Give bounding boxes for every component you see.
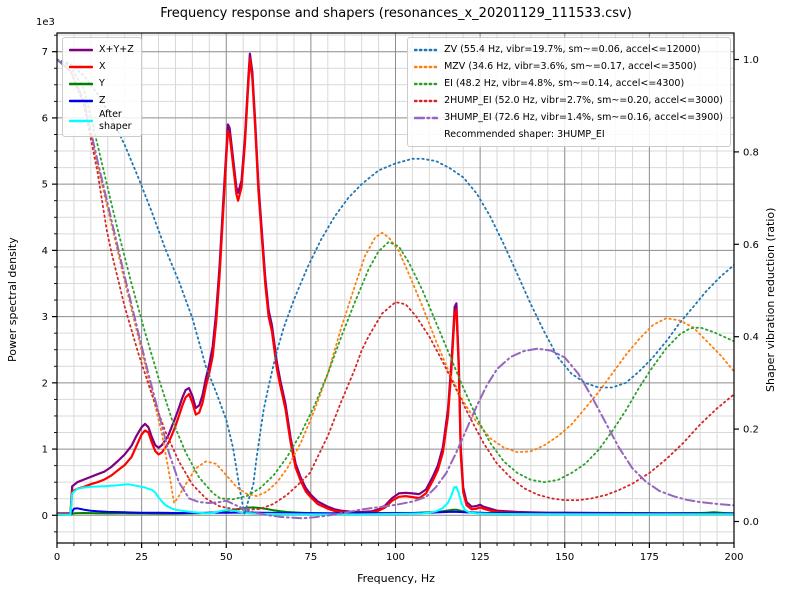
legend-psd-item-y: Y (69, 75, 134, 92)
curve-zv (57, 58, 734, 516)
x-tick-label: 25 (135, 552, 148, 563)
legend-shapers-item-mzv: MZV (34.6 Hz, vibr=3.6%, sm~=0.17, accel… (414, 58, 723, 75)
legend-psd-item-after-shaper: After shaper (69, 109, 134, 133)
x-tick-label: 50 (220, 552, 233, 563)
x-tick-label: 0 (54, 552, 60, 563)
x-tick-label: 100 (386, 552, 405, 563)
x-tick-label: 125 (471, 552, 490, 563)
legend-shapers: ZV (55.4 Hz, vibr=19.7%, sm~=0.06, accel… (407, 37, 731, 147)
legend-psd-item-x: X (69, 58, 134, 75)
x-tick-label: 75 (305, 552, 318, 563)
3hump-ei-line-swatch (414, 115, 439, 121)
legend-psd: X+Y+Z X Y Z After shaper (62, 37, 142, 137)
y-left-tick-label: 5 (42, 180, 48, 191)
curve-mzv (57, 58, 734, 504)
legend-psd-label: After shaper (99, 109, 132, 132)
y-right-tick-label: 0.2 (743, 425, 759, 436)
z-line-swatch (69, 98, 93, 104)
y-right-tick-label: 0.8 (743, 147, 759, 158)
mzv-line-swatch (414, 64, 439, 70)
after-shaper-line-swatch (69, 118, 93, 124)
legend-psd-item-z: Z (69, 92, 134, 109)
curve-ei (57, 58, 734, 501)
y-left-tick-label: 0 (42, 511, 48, 522)
y-right-tick-label: 1.0 (743, 55, 759, 66)
legend-shapers-item-zv: ZV (55.4 Hz, vibr=19.7%, sm~=0.06, accel… (414, 41, 723, 58)
legend-shapers-item-note: Recommended shaper: 3HUMP_EI (414, 126, 723, 143)
legend-psd-label: X (99, 60, 106, 72)
y-right-tick-label: 0.0 (743, 517, 759, 528)
legend-shapers-label: 2HUMP_EI (52.0 Hz, vibr=2.7%, sm~=0.20, … (444, 94, 723, 106)
y-left-tick-label: 2 (42, 378, 48, 389)
curve-x (57, 57, 734, 516)
legend-shapers-label: ZV (55.4 Hz, vibr=19.7%, sm~=0.06, accel… (444, 43, 701, 55)
curve-3hump-ei (57, 58, 734, 520)
y-axis-offset-text: 1e3 (36, 17, 55, 28)
legend-psd-label: Y (99, 77, 105, 89)
y-left-tick-label: 6 (42, 113, 48, 124)
x-tick-label: 150 (555, 552, 574, 563)
legend-psd-label: Z (99, 94, 106, 106)
legend-shapers-label: Recommended shaper: 3HUMP_EI (444, 128, 605, 140)
y-right-tick-label: 0.6 (743, 240, 759, 251)
legend-shapers-label: 3HUMP_EI (72.6 Hz, vibr=1.4%, sm~=0.16, … (444, 111, 723, 123)
xyz-line-swatch (69, 47, 93, 53)
legend-shapers-label: MZV (34.6 Hz, vibr=3.6%, sm~=0.17, accel… (444, 60, 697, 72)
y-line-swatch (69, 81, 93, 87)
legend-psd-label: X+Y+Z (99, 43, 134, 55)
y-axis-label-left: Power spectral density (6, 237, 19, 363)
y-left-tick-label: 1 (42, 445, 48, 456)
legend-shapers-item-ei: EI (48.2 Hz, vibr=4.8%, sm~=0.14, accel<… (414, 75, 723, 92)
empty-swatch (414, 132, 438, 138)
legend-psd-item-xyz: X+Y+Z (69, 41, 134, 58)
x-axis-label: Frequency, Hz (357, 572, 435, 585)
2hump-ei-line-swatch (414, 98, 439, 104)
legend-shapers-item-2hump-ei: 2HUMP_EI (52.0 Hz, vibr=2.7%, sm~=0.20, … (414, 92, 723, 109)
y-left-tick-label: 4 (42, 246, 48, 257)
legend-shapers-item-3hump-ei: 3HUMP_EI (72.6 Hz, vibr=1.4%, sm~=0.16, … (414, 109, 723, 126)
zv-line-swatch (414, 47, 439, 53)
y-right-tick-label: 0.4 (743, 332, 759, 343)
x-line-swatch (69, 64, 93, 70)
y-axis-label-right: Shaper vibration reduction (ratio) (764, 207, 777, 393)
legend-shapers-label: EI (48.2 Hz, vibr=4.8%, sm~=0.14, accel<… (444, 77, 685, 89)
y-left-tick-label: 7 (42, 47, 48, 58)
x-tick-label: 200 (724, 552, 743, 563)
curve-after-shaper (57, 483, 734, 516)
x-tick-label: 175 (640, 552, 659, 563)
chart-title: Frequency response and shapers (resonanc… (160, 6, 632, 21)
ei-line-swatch (414, 81, 439, 87)
y-left-tick-label: 3 (42, 312, 48, 323)
